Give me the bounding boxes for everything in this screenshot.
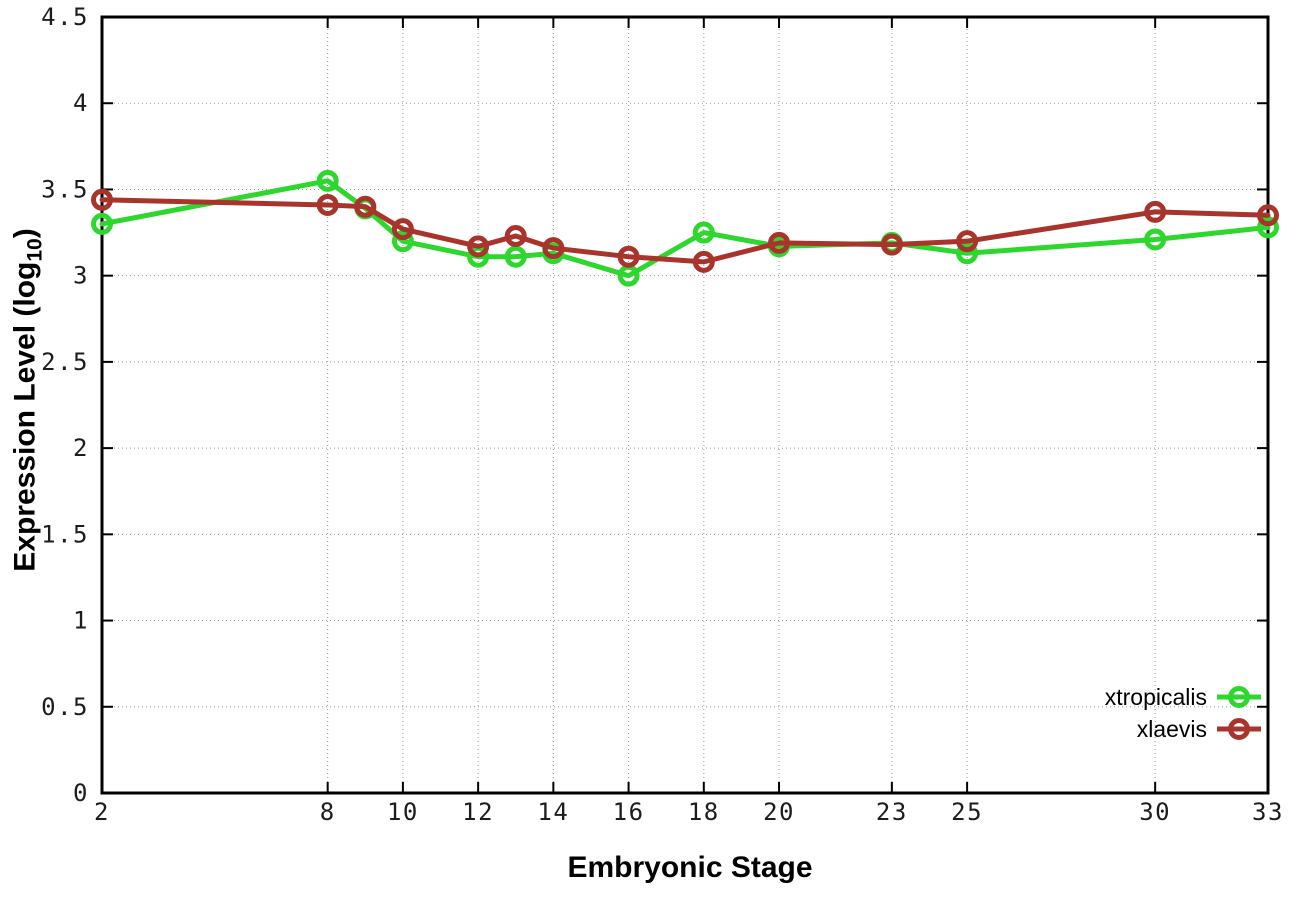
data-point-xtropicalis (956, 242, 979, 265)
y-tick-label: 3.5 (41, 175, 89, 203)
y-axis-title: Expression Level (log10) (9, 228, 48, 571)
x-axis-title: Embryonic Stage (567, 851, 813, 884)
legend-label-xtropicalis: xtropicalis (1104, 683, 1207, 710)
data-point-xlaevis (542, 237, 565, 260)
y-tick-label: 2.5 (41, 348, 89, 376)
y-axis-title-close: ) (8, 228, 42, 239)
data-point-xtropicalis (316, 169, 339, 192)
y-tick-label: 4 (73, 89, 89, 117)
data-point-xtropicalis (692, 221, 715, 244)
data-point-xtropicalis (1257, 216, 1279, 239)
series-line-xlaevis (99, 197, 1271, 265)
data-point-xlaevis (467, 235, 490, 258)
data-point-xlaevis (1144, 200, 1167, 223)
data-point-xlaevis (391, 218, 414, 241)
legend-marker-icon (1217, 718, 1261, 740)
legend-marker-icon (1217, 686, 1261, 708)
x-tick-label: 2 (94, 798, 110, 826)
x-tick-label: 25 (951, 798, 983, 826)
legend-item-xtropicalis: xtropicalis (1105, 683, 1262, 711)
data-point-xlaevis (768, 231, 791, 254)
data-point-xtropicalis (504, 245, 527, 268)
legend: xtropicalis xlaevis (1105, 683, 1262, 743)
data-point-xlaevis (354, 195, 377, 218)
x-tick-label: 12 (462, 798, 494, 826)
y-tick-label: 4.5 (41, 3, 89, 31)
x-tick-label: 20 (763, 798, 795, 826)
x-tick-label: 8 (320, 798, 336, 826)
data-point-xlaevis (316, 193, 339, 216)
data-point-xlaevis (1257, 204, 1279, 227)
data-point-xlaevis (692, 250, 715, 273)
y-tick-label: 0.5 (41, 693, 89, 721)
plot-border (100, 15, 1270, 795)
y-tick-label: 1 (73, 607, 89, 635)
y-tick-label: 0 (73, 779, 89, 807)
x-tick-label: 14 (537, 798, 569, 826)
x-tick-label: 33 (1252, 798, 1284, 826)
y-tick-label: 2 (73, 434, 89, 462)
data-point-xtropicalis (391, 230, 414, 253)
x-tick-label: 18 (688, 798, 720, 826)
legend-item-xlaevis: xlaevis (1137, 715, 1262, 743)
data-point-xtropicalis (1144, 228, 1167, 251)
y-tick-label: 3 (73, 262, 89, 290)
y-tick-label: 1.5 (41, 520, 89, 548)
data-point-xlaevis (956, 230, 979, 253)
data-point-xlaevis (91, 188, 113, 211)
x-tick-label: 10 (387, 798, 419, 826)
data-point-xtropicalis (91, 212, 113, 235)
x-tick-label: 16 (613, 798, 645, 826)
data-point-xlaevis (617, 245, 640, 268)
data-point-xlaevis (504, 225, 527, 248)
y-axis-title-text: Expression Level (log (8, 261, 42, 572)
x-tick-label: 30 (1139, 798, 1171, 826)
data-point-xlaevis (880, 233, 903, 256)
y-axis-title-subscript: 10 (23, 238, 47, 262)
legend-label-xlaevis: xlaevis (1136, 715, 1207, 742)
x-tick-label: 23 (876, 798, 908, 826)
